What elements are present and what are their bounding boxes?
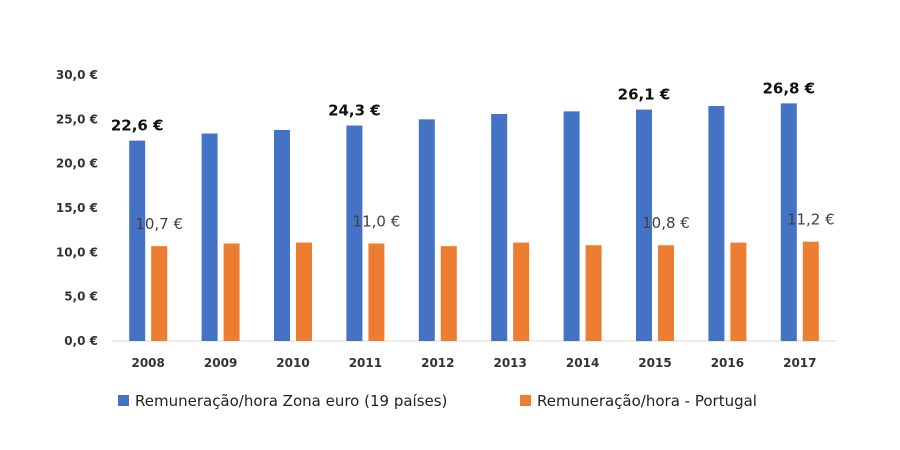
y-axis-ticks: 0,0 € 5,0 € 10,0 € 15,0 € 20,0 € 25,0 € 30,0 € <box>56 68 98 348</box>
bar-eurozone-2013 <box>491 114 508 341</box>
bar-portugal-2009 <box>223 243 240 341</box>
data-label-eurozone-2008: 22,6 € <box>111 117 164 135</box>
y-tick-label: 25,0 € <box>56 112 98 126</box>
x-tick-label: 2016 <box>711 356 744 370</box>
y-tick-label: 15,0 € <box>56 201 98 215</box>
bar-portugal-2013 <box>513 242 530 341</box>
bar-portugal-2008 <box>151 246 168 341</box>
x-tick-label: 2012 <box>421 356 454 370</box>
legend-label-portugal: Remuneração/hora - Portugal <box>537 392 757 410</box>
bar-eurozone-2008 <box>129 140 146 341</box>
bar-eurozone-2015 <box>636 109 652 341</box>
data-label-portugal-2017: 11,2 € <box>787 211 835 229</box>
bar-eurozone-2011 <box>346 125 363 341</box>
legend-swatch-portugal <box>520 395 531 406</box>
data-label-eurozone-2015: 26,1 € <box>618 86 671 104</box>
bar-portugal-2015 <box>658 245 674 341</box>
data-labels: 22,6 € 24,3 € 26,1 € 26,8 € 10,7 € 11,0 € 10,8… <box>111 79 835 233</box>
x-axis-ticks: 2008 2009 2010 2011 2012 2013 2014 2015 2016 2017 <box>131 356 816 370</box>
bar-portugal-2014 <box>585 245 602 341</box>
y-tick-label: 20,0 € <box>56 157 98 171</box>
bars <box>129 103 819 342</box>
legend-swatch-eurozone <box>118 395 129 406</box>
bar-portugal-2012 <box>440 246 457 341</box>
bar-eurozone-2014 <box>563 111 580 341</box>
bar-portugal-2016 <box>730 242 747 341</box>
y-tick-label: 5,0 € <box>64 290 98 304</box>
x-tick-label: 2010 <box>276 356 309 370</box>
legend-label-eurozone: Remuneração/hora Zona euro (19 países) <box>135 392 447 410</box>
data-label-portugal-2008: 10,7 € <box>135 215 183 233</box>
y-tick-label: 0,0 € <box>64 334 98 348</box>
x-tick-label: 2011 <box>349 356 382 370</box>
x-tick-label: 2013 <box>493 356 526 370</box>
bar-eurozone-2009 <box>201 133 218 341</box>
legend: Remuneração/hora Zona euro (19 países) Re… <box>118 392 757 410</box>
x-tick-label: 2008 <box>131 356 164 370</box>
bar-eurozone-2017 <box>780 103 797 341</box>
x-tick-label: 2009 <box>204 356 237 370</box>
data-label-eurozone-2017: 26,8 € <box>762 79 815 97</box>
x-tick-label: 2017 <box>783 356 816 370</box>
bar-portugal-2017 <box>802 241 819 341</box>
bar-eurozone-2016 <box>708 106 725 342</box>
data-label-portugal-2015: 10,8 € <box>642 214 690 232</box>
bar-portugal-2011 <box>368 243 385 341</box>
x-tick-label: 2014 <box>566 356 599 370</box>
bar-eurozone-2012 <box>418 119 435 341</box>
x-tick-label: 2015 <box>638 356 671 370</box>
data-label-eurozone-2011: 24,3 € <box>328 102 381 120</box>
bar-portugal-2010 <box>296 242 312 341</box>
bar-eurozone-2010 <box>274 129 290 341</box>
y-tick-label: 10,0 € <box>56 245 98 259</box>
y-tick-label: 30,0 € <box>56 68 98 82</box>
data-label-portugal-2011: 11,0 € <box>353 212 401 230</box>
